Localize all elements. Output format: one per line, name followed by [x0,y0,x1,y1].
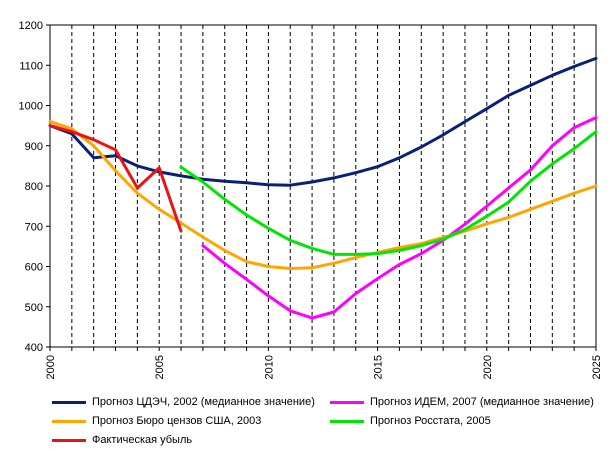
legend: Прогноз ЦДЭЧ, 2002 (медианное значение) П… [0,388,610,458]
legend-item-4: Прогноз Росстата, 2005 [330,415,491,427]
legend-label: Прогноз Росстата, 2005 [370,415,491,427]
y-tick-label: 800 [25,181,43,193]
legend-label: Фактическая убыль [92,434,193,446]
series-lines [48,56,598,320]
legend-label: Прогноз ЦДЭЧ, 2002 (медианное значение) [92,396,315,408]
legend-item-1: Прогноз ЦДЭЧ, 2002 (медианное значение) [52,396,315,408]
legend-label: Прогноз Бюро цензов США, 2003 [92,415,262,427]
x-tick-label: 2005 [154,355,166,379]
x-tick-label: 2020 [482,355,494,379]
x-tick-label: 2010 [263,355,275,379]
legend-swatch [330,400,364,404]
y-tick-label: 400 [25,342,43,354]
legend-item-2: Прогноз ИДЕМ, 2007 (медианное значение) [330,396,594,408]
legend-swatch [330,419,364,423]
legend-swatch [52,400,86,404]
y-tick-label: 1100 [19,60,43,72]
x-tick-label: 2025 [591,355,603,379]
series-line-2 [201,116,598,320]
x-tick-label: 2015 [373,355,385,379]
y-tick-label: 1000 [19,101,43,113]
legend-item-5: Фактическая убыль [52,434,192,446]
legend-item-3: Прогноз Бюро цензов США, 2003 [52,415,261,427]
series-line-3 [48,120,598,270]
y-tick-label: 900 [25,141,43,153]
legend-swatch [52,438,86,442]
legend-label: Прогноз ИДЕМ, 2007 (медианное значение) [370,396,594,408]
axes: 400 500 600 700 800 900 1000 1100 1200 2000 2005 20… [19,20,603,379]
legend-swatch [52,419,86,423]
y-tick-label: 700 [25,221,43,233]
y-tick-label: 1200 [19,20,43,32]
y-tick-label: 500 [25,302,43,314]
y-tick-label: 600 [25,262,43,274]
series-line-5 [48,124,183,233]
x-tick-label: 2000 [45,355,57,379]
series-line-4 [179,130,598,256]
series-line-1 [48,56,598,187]
